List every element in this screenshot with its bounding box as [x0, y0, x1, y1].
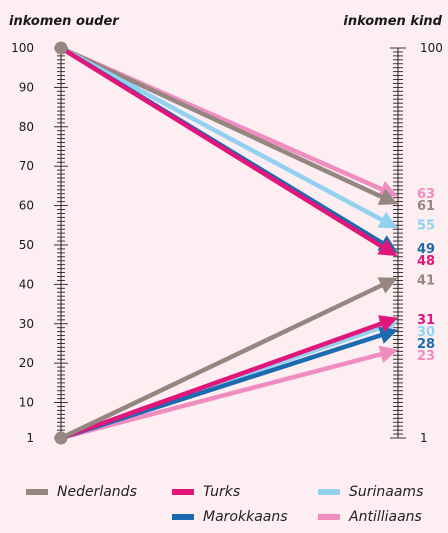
- legend-item-surinaams: Surinaams: [318, 484, 423, 500]
- end-value-label: 28: [417, 337, 435, 352]
- left-tick-label: 100: [11, 41, 34, 55]
- end-value-label: 41: [417, 273, 435, 288]
- right-axis-title: inkomen kind: [343, 14, 442, 29]
- right-axis: 1 100: [390, 41, 443, 445]
- end-value-label: 31: [417, 313, 435, 328]
- left-tick-label: 70: [19, 159, 34, 173]
- origin-dots: [54, 41, 68, 445]
- right-tick-label: 1: [420, 431, 428, 445]
- legend-swatch: [318, 514, 340, 520]
- legend-label: Turks: [203, 484, 241, 500]
- arrow-surinaams-from-top: [59, 46, 398, 229]
- legend-label: Surinaams: [349, 484, 424, 500]
- arrow-nederlands-from-bottom: [60, 277, 398, 441]
- arrow-antilliaans-from-bottom: [60, 345, 399, 441]
- left-tick-label: 1: [26, 431, 34, 445]
- end-value-label: 61: [417, 199, 435, 214]
- end-value-label: 48: [417, 254, 435, 269]
- legend-item-marokkaans: Marokkaans: [172, 509, 288, 525]
- series-arrows: [59, 45, 399, 441]
- legend-label: Antilliaans: [349, 509, 422, 525]
- left-tick-label: 90: [19, 80, 34, 94]
- left-tick-label: 30: [19, 317, 34, 331]
- end-value-label: 30: [417, 325, 435, 340]
- left-tick-label: 10: [19, 396, 34, 410]
- legend-swatch: [318, 489, 340, 495]
- left-tick-label: 60: [19, 199, 34, 213]
- arrow-turks-from-top: [59, 46, 398, 257]
- left-axis-title: inkomen ouder: [9, 14, 119, 29]
- end-value-label: 63: [417, 187, 435, 202]
- legend-item-nederlands: Nederlands: [26, 484, 137, 500]
- end-value-label: 49: [417, 242, 435, 257]
- origin-dot-bottom: [54, 431, 68, 445]
- left-tick-label: 20: [19, 356, 34, 370]
- legend-swatch: [172, 489, 194, 495]
- end-value-label: 23: [417, 349, 435, 364]
- legend-swatch: [26, 489, 48, 495]
- legend-item-turks: Turks: [172, 484, 240, 500]
- arrow-turks-from-bottom: [60, 315, 398, 441]
- legend-swatch: [172, 514, 194, 520]
- arrow-nederlands-from-top: [60, 45, 398, 205]
- legend: Nederlands Turks Surinaams Marokkaans An…: [0, 478, 448, 533]
- right-tick-label: 100: [420, 41, 443, 55]
- left-tick-label: 80: [19, 120, 34, 134]
- left-axis: 1 10 20 30 40 50 60 70 80 90 100: [11, 41, 68, 445]
- left-tick-label: 50: [19, 238, 34, 252]
- end-value-label: 55: [417, 218, 435, 233]
- left-tick-label: 40: [19, 277, 34, 291]
- origin-dot-top: [54, 41, 68, 55]
- legend-label: Nederlands: [57, 484, 137, 500]
- legend-item-antilliaans: Antilliaans: [318, 509, 422, 525]
- legend-label: Marokkaans: [203, 509, 288, 525]
